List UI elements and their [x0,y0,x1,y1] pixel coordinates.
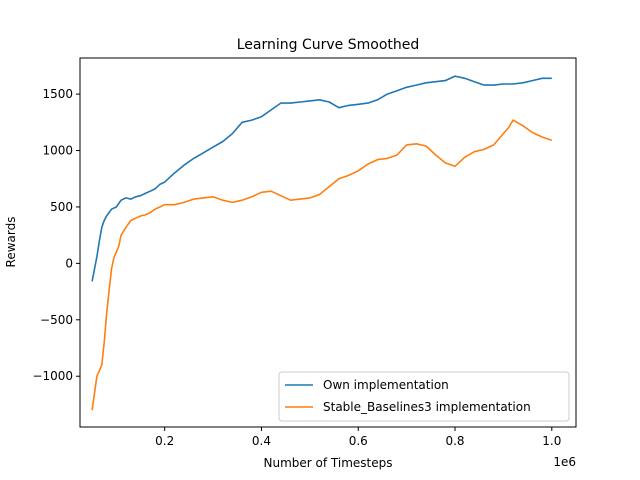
legend-label-1: Own implementation [323,378,449,392]
x-axis: 0.2 0.4 0.6 0.8 1.0 [155,427,561,448]
x-tick-label: 0.2 [155,434,174,448]
x-tick-label: 0.8 [445,434,464,448]
y-axis-title: Rewards [4,217,18,268]
plot-area [80,58,576,427]
legend: Own implementation Stable_Baselines3 impl… [278,371,570,422]
y-tick-label: −1000 [32,369,73,383]
x-tick-label: 0.4 [252,434,271,448]
legend-frame [278,371,570,422]
series-line-1 [91,75,552,282]
legend-label-2: Stable_Baselines3 implementation [323,400,531,414]
x-axis-offset-label: 1e6 [553,455,576,469]
series-line-2 [91,119,553,411]
chart-title: Learning Curve Smoothed [237,37,420,53]
x-tick-label: 0.6 [349,434,368,448]
y-axis: −1000 −500 0 500 1000 1500 [32,87,80,383]
y-tick-label: 500 [50,200,73,214]
y-tick-label: 0 [65,256,73,270]
x-tick-label: 1.0 [542,434,561,448]
x-axis-title: Number of Timesteps [264,456,393,470]
plot-frame [79,57,577,428]
y-tick-label: −500 [40,313,73,327]
y-tick-label: 1500 [42,87,73,101]
y-tick-label: 1000 [42,144,73,158]
series-layer [91,75,553,411]
